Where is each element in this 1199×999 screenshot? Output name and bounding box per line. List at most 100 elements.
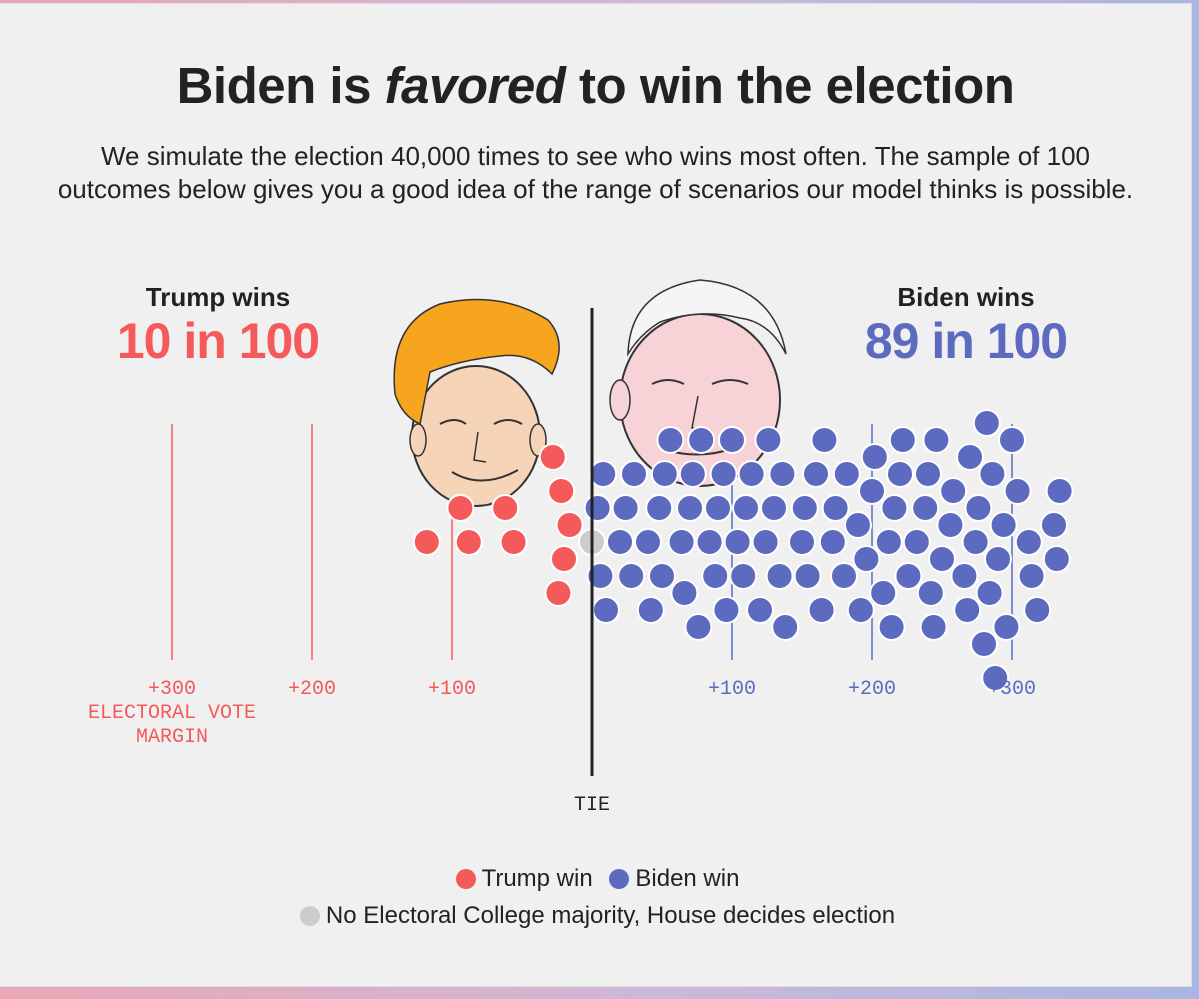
- x-axis-label: ELECTORAL VOTE: [88, 702, 256, 725]
- legend-tie-dot: [299, 905, 320, 926]
- biden-win-dot: [768, 460, 797, 488]
- trump-label: Trump wins: [145, 282, 291, 312]
- biden-win-dot: [975, 579, 1004, 607]
- biden-win-dot: [729, 562, 758, 590]
- biden-win-dot: [961, 528, 990, 556]
- biden-win-dot: [620, 460, 648, 488]
- trump-win-dot: [538, 443, 567, 471]
- tick-label-trump-200: +200: [288, 678, 336, 701]
- biden-count: 89 in 100: [864, 313, 1068, 369]
- biden-win-dot: [998, 426, 1026, 454]
- legend-row-tie: No Electoral College majority, House dec…: [0, 901, 1191, 930]
- tick-label-trump-100: +100: [428, 678, 476, 701]
- biden-win-dot: [989, 511, 1018, 539]
- biden-win-dot: [978, 460, 1007, 488]
- subtitle: We simulate the election 40,000 times to…: [57, 141, 1134, 204]
- page-title: Biden is favored to win the election: [176, 57, 1015, 114]
- biden-win-dot: [874, 528, 903, 556]
- x-axis-label-line2: MARGIN: [136, 726, 208, 749]
- biden-win-dot: [964, 494, 993, 522]
- biden-win-dot: [645, 494, 674, 522]
- biden-win-dot: [746, 596, 774, 624]
- biden-win-dot: [911, 494, 940, 522]
- biden-win-dot: [802, 460, 830, 488]
- biden-win-dot: [922, 426, 951, 454]
- biden-win-dot: [1014, 528, 1043, 556]
- biden-win-dot: [788, 528, 816, 556]
- biden-win-dot: [656, 426, 685, 454]
- legend-biden-dot: [609, 868, 630, 889]
- biden-win-dot: [687, 426, 716, 454]
- biden-win-dot: [916, 579, 945, 607]
- tick-label-biden-200: +200: [848, 678, 896, 701]
- biden-win-dot: [953, 596, 982, 624]
- biden-win-dot: [936, 511, 965, 539]
- biden-win-dot: [793, 562, 822, 590]
- biden-win-dot: [611, 494, 640, 522]
- biden-win-dot: [636, 596, 665, 624]
- outcome-dots: [412, 409, 1074, 692]
- biden-win-dot: [650, 460, 679, 488]
- biden-win-dot: [972, 409, 1001, 437]
- biden-win-dot: [634, 528, 662, 556]
- biden-win-dot: [676, 494, 704, 522]
- biden-caricature: [609, 279, 787, 487]
- biden-win-dot: [894, 562, 923, 590]
- biden-win-dot: [830, 562, 858, 590]
- biden-win-dot: [709, 460, 738, 488]
- biden-win-dot: [718, 426, 746, 454]
- biden-win-dot: [592, 596, 620, 624]
- legend-row-wins: Trump win Biden win: [0, 864, 1191, 893]
- biden-win-dot: [712, 596, 741, 624]
- biden-win-dot: [902, 528, 931, 556]
- biden-win-dot: [807, 596, 836, 624]
- biden-win-dot: [771, 613, 800, 641]
- biden-win-dot: [992, 613, 1021, 641]
- legend-tie-label: No Electoral College majority, House dec…: [325, 901, 896, 929]
- trump-win-dot: [446, 494, 475, 522]
- biden-win-dot: [919, 613, 948, 641]
- biden-win-dot: [678, 460, 707, 488]
- tick-label-biden-100: +100: [708, 678, 756, 701]
- biden-win-dot: [701, 562, 730, 590]
- biden-win-dot: [981, 664, 1010, 692]
- biden-win-dot: [1045, 477, 1074, 505]
- biden-win-dot: [751, 528, 780, 556]
- tie-label: TIE: [574, 794, 610, 817]
- biden-win-dot: [821, 494, 850, 522]
- trump-win-dot: [499, 528, 528, 556]
- biden-win-dot: [732, 494, 760, 522]
- biden-win-dot: [869, 579, 898, 607]
- trump-win-dot: [547, 477, 576, 505]
- biden-win-dot: [586, 562, 615, 590]
- legend-trump-label: Trump win: [481, 864, 593, 892]
- biden-win-dot: [589, 460, 618, 488]
- trump-win-dot: [454, 528, 483, 556]
- trump-win-dot: [412, 528, 441, 556]
- biden-win-dot: [617, 562, 646, 590]
- biden-win-dot: [704, 494, 732, 522]
- biden-win-dot: [970, 630, 998, 658]
- biden-win-dot: [832, 460, 861, 488]
- biden-win-dot: [790, 494, 819, 522]
- biden-win-dot: [754, 426, 783, 454]
- biden-win-dot: [760, 494, 788, 522]
- biden-win-dot: [888, 426, 917, 454]
- biden-win-dot: [695, 528, 724, 556]
- biden-win-dot: [846, 596, 875, 624]
- biden-win-dot: [648, 562, 676, 590]
- biden-win-dot: [684, 613, 713, 641]
- biden-win-dot: [1003, 477, 1032, 505]
- biden-win-dot: [880, 494, 909, 522]
- trump-win-dot: [491, 494, 520, 522]
- biden-win-dot: [737, 460, 766, 488]
- trump-win-dot: [544, 579, 573, 607]
- tick-label-trump-300: +300: [148, 678, 196, 701]
- biden-win-dot: [877, 613, 906, 641]
- trump-win-dot: [550, 545, 578, 573]
- chart-card: Biden is favored to win the election We …: [0, 4, 1191, 986]
- biden-win-dot: [956, 443, 984, 471]
- trump-win-dot: [555, 511, 584, 539]
